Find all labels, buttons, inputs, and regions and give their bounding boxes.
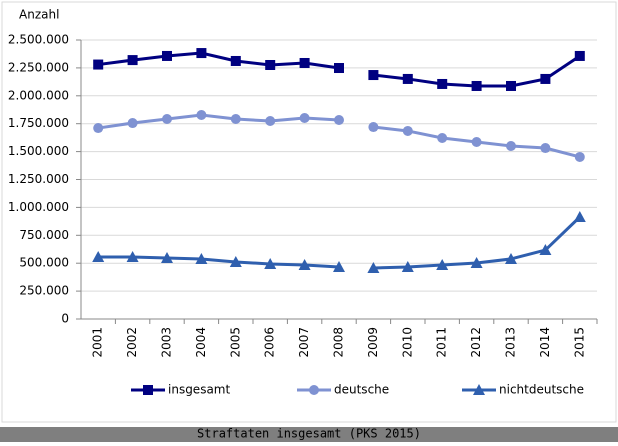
marker	[93, 123, 104, 134]
marker	[127, 55, 138, 66]
marker	[230, 55, 241, 66]
x-tick-label: 2010	[400, 327, 414, 358]
marker	[574, 50, 585, 61]
marker	[573, 210, 586, 222]
marker	[401, 260, 414, 272]
x-tick-label: 2012	[469, 327, 483, 358]
marker	[402, 125, 413, 136]
marker	[93, 59, 104, 70]
marker	[436, 258, 449, 270]
marker	[539, 244, 552, 256]
marker	[506, 80, 516, 91]
marker	[540, 143, 551, 154]
marker	[162, 114, 172, 125]
marker	[299, 113, 310, 124]
marker	[471, 137, 482, 148]
marker	[367, 261, 380, 273]
marker	[195, 252, 208, 264]
marker	[309, 385, 319, 395]
marker	[540, 73, 551, 84]
marker	[334, 115, 344, 126]
marker	[368, 122, 379, 133]
x-tick-label: 2005	[228, 327, 242, 358]
x-tick-label: 2013	[504, 327, 518, 358]
marker	[265, 59, 276, 70]
y-tick-label: 1.750.000	[8, 116, 69, 130]
marker	[470, 256, 483, 268]
x-tick-label: 2002	[125, 327, 139, 358]
marker	[161, 251, 173, 263]
y-tick-label: 0	[61, 312, 69, 326]
caption-bar	[0, 427, 618, 442]
y-axis-label: Anzahl	[19, 8, 59, 22]
x-tick-label: 2001	[91, 327, 105, 358]
legend-label: nichtdeutsche	[499, 383, 584, 397]
x-tick-label: 2008	[332, 327, 346, 358]
marker	[574, 151, 585, 162]
y-tick-label: 750.000	[19, 228, 69, 242]
marker	[162, 50, 172, 61]
marker	[196, 109, 207, 120]
series-line	[98, 51, 340, 70]
marker	[298, 258, 311, 270]
marker	[143, 385, 153, 395]
series-line	[98, 255, 340, 269]
y-tick-label: 250.000	[19, 284, 69, 298]
marker	[473, 384, 485, 395]
marker	[333, 260, 345, 272]
marker	[265, 116, 276, 127]
marker	[334, 63, 344, 74]
chart-frame	[1, 1, 617, 423]
marker	[437, 78, 448, 89]
x-tick-label: 2004	[194, 327, 208, 358]
legend-label: deutsche	[334, 383, 389, 397]
x-tick-label: 2007	[297, 327, 311, 358]
y-tick-label: 2.250.000	[8, 60, 69, 74]
y-tick-label: 2.000.000	[8, 88, 69, 102]
x-tick-label: 2011	[435, 327, 449, 358]
y-tick-label: 1.250.000	[8, 172, 69, 186]
x-tick-label: 2003	[160, 327, 174, 358]
legend-label: insgesamt	[168, 383, 230, 397]
marker	[437, 132, 448, 143]
marker	[264, 257, 277, 269]
marker	[368, 70, 379, 81]
y-tick-label: 2.500.000	[8, 33, 69, 47]
marker	[196, 48, 207, 59]
y-tick-label: 1.000.000	[8, 200, 69, 214]
series-line	[97, 113, 340, 130]
x-tick-label: 2015	[572, 327, 586, 358]
marker	[229, 255, 242, 267]
marker	[506, 141, 516, 152]
caption: Straftaten insgesamt (PKS 2015)	[197, 427, 421, 441]
x-tick-label: 2014	[538, 327, 552, 358]
x-tick-label: 2006	[263, 327, 277, 358]
y-tick-label: 500.000	[19, 256, 69, 270]
marker	[230, 114, 241, 125]
marker	[299, 57, 310, 68]
marker	[471, 80, 482, 91]
y-tick-label: 1.500.000	[8, 144, 69, 158]
x-tick-label: 2009	[366, 327, 380, 358]
marker	[402, 73, 413, 84]
marker	[126, 250, 139, 262]
marker	[127, 118, 138, 129]
marker	[505, 252, 517, 264]
marker	[92, 250, 105, 262]
